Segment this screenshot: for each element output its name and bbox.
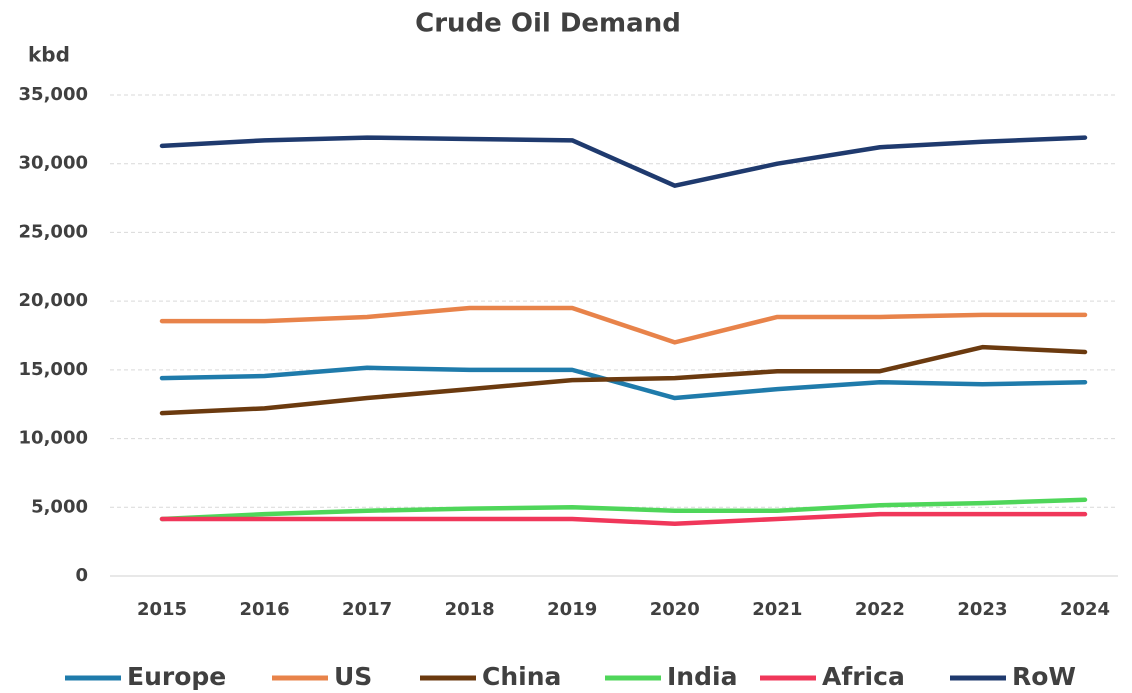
x-tick-label: 2024 [1060,599,1110,620]
x-tick-label: 2016 [240,599,290,620]
x-tick-label: 2021 [752,599,802,620]
legend-label: RoW [1012,662,1076,691]
x-tick-label: 2019 [547,599,597,620]
data-line [159,344,1088,416]
legend-label: Europe [127,662,226,691]
legend-label: China [482,662,561,691]
data-line [159,305,1088,345]
y-tick-label: 0 [75,565,88,586]
x-tick-label: 2015 [137,599,187,620]
y-tick-label: 15,000 [19,359,88,380]
y-tick-label: 10,000 [19,428,88,449]
x-tick-label: 2018 [445,599,495,620]
legend-label: Africa [822,662,905,691]
x-tick-label: 2017 [342,599,392,620]
x-tick-label: 2020 [650,599,700,620]
y-axis-label: kbd [28,43,70,67]
y-tick-label: 30,000 [19,153,88,174]
x-tick-label: 2022 [855,599,905,620]
data-line [159,511,1088,527]
data-line [159,365,1088,401]
legend-label: India [667,662,737,691]
y-tick-label: 5,000 [31,496,88,517]
data-line [159,497,1088,522]
chart-title: Crude Oil Demand [415,9,681,39]
y-tick-label: 35,000 [19,84,88,105]
y-tick-label: 25,000 [19,221,88,242]
data-line [159,135,1088,188]
legend-label: US [334,662,372,691]
x-tick-label: 2023 [957,599,1007,620]
y-tick-label: 20,000 [19,290,88,311]
